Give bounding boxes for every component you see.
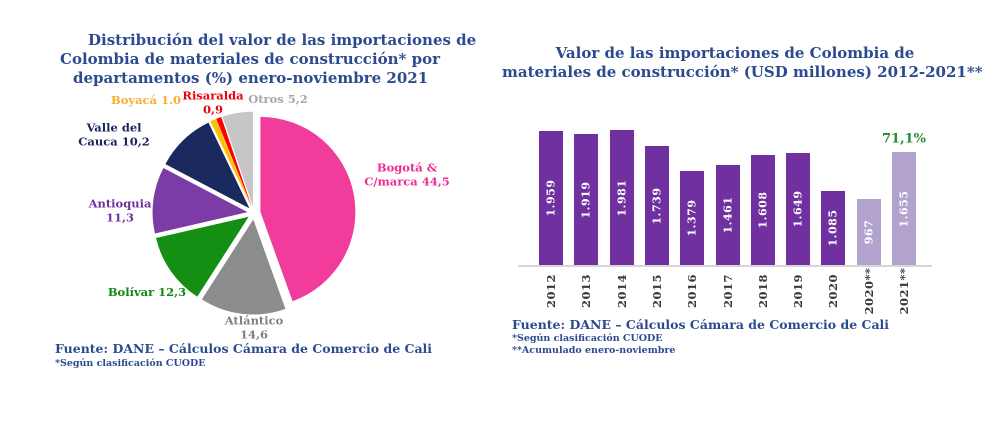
x-axis-label-2012: 2012 xyxy=(544,273,558,309)
pie-label-boyaca: Boyacá 1.0 xyxy=(111,92,181,107)
bar-2015: 1.739 xyxy=(644,146,669,265)
pie-chart-title-line-2: Colombia de materiales de construcción* … xyxy=(60,50,441,68)
x-axis-line xyxy=(518,265,932,267)
pie-slice-atlantico xyxy=(201,219,286,315)
x-axis-label-2017: 2017 xyxy=(720,273,735,309)
pie-label-antioquia: Antioquia 11,3 xyxy=(88,196,152,225)
x-axis-label-2014: 2014 xyxy=(614,273,629,309)
bar-chart-footnote-2: **Acumulado enero-noviembre xyxy=(512,345,676,356)
pie-chart-title-line-3: departamentos (%) enero-noviembre 2021 xyxy=(73,69,429,87)
bar-value-2019: 1.649 xyxy=(791,190,805,228)
bar-value-2013: 1.919 xyxy=(579,181,593,218)
bar-value-2016: 1.379 xyxy=(685,199,699,237)
pie-label-risaralda: Risaralda 0,9 xyxy=(182,88,244,117)
pie-chart-source: Fuente: DANE – Cálculos Cámara de Comerc… xyxy=(55,341,433,356)
x-axis-label-2013: 2013 xyxy=(579,273,594,309)
growth-annotation: 71,1% xyxy=(881,131,927,147)
x-axis-label-2015: 2015 xyxy=(649,273,664,309)
pie-label-valle: Valle del Cauca 10,2 xyxy=(78,120,150,149)
bar-2019: 1.649 xyxy=(786,153,811,265)
bar-plot-area: 1.959 1.919 1.981 1.739 1.379 1.461 1.608 1.649… xyxy=(518,116,932,265)
bar-value-2020: 1.085 xyxy=(826,209,840,247)
pie-slice-valle xyxy=(165,122,250,209)
bar-2018: 1.608 xyxy=(750,155,775,265)
x-axis-label-2021**: 2021** xyxy=(897,267,911,315)
bar-value-2012: 1.959 xyxy=(544,179,558,217)
pie-label-bogota: Bogotá & C/marca 44,5 xyxy=(364,160,450,189)
x-axis-label-2016: 2016 xyxy=(685,273,700,309)
bar-chart-footnote-1: *Según clasificación CUODE xyxy=(512,333,663,344)
x-axis-label-2018: 2018 xyxy=(755,273,770,309)
bar-value-2021**: 1.655 xyxy=(897,190,911,227)
pie-chart-footnote: *Según clasificación CUODE xyxy=(55,358,206,369)
bar-2020**: 967 xyxy=(856,199,881,265)
pie-label-otros: Otros 5,2 xyxy=(248,91,308,106)
x-axis-label-2019: 2019 xyxy=(791,273,806,309)
pie-chart-title-line-1: Distribución del valor de las importacio… xyxy=(88,31,477,49)
x-axis-label-2020: 2020 xyxy=(826,273,841,309)
bar-2017: 1.461 xyxy=(715,165,740,265)
pie-slice-bogota xyxy=(260,116,356,302)
pie-slice-bolivar xyxy=(156,216,249,297)
pie-slice-otros xyxy=(222,111,253,207)
x-axis-label-2020**: 2020** xyxy=(861,267,876,315)
bar-2014: 1.981 xyxy=(609,130,634,265)
pie-label-atlantico: Atlántico 14,6 xyxy=(224,313,284,342)
pie-slice-antioquia xyxy=(152,167,248,234)
bar-chart-source: Fuente: DANE – Cálculos Cámara de Comerc… xyxy=(512,317,890,332)
bar-chart-title-line-2: materiales de construcción* (USD millone… xyxy=(502,63,983,81)
bar-2012: 1.959 xyxy=(539,131,563,265)
bar-chart-title-line-1: Valor de las importaciones de Colombia d… xyxy=(555,44,915,62)
bar-value-2017: 1.461 xyxy=(721,196,734,234)
bar-value-2014: 1.981 xyxy=(615,179,629,216)
bar-2016: 1.379 xyxy=(680,171,705,265)
bar-2021**: 1.655 xyxy=(892,152,916,265)
pie-label-bolivar: Bolívar 12,3 xyxy=(107,284,187,299)
bar-2013: 1.919 xyxy=(574,134,599,265)
bar-value-2018: 1.608 xyxy=(756,191,770,229)
bar-value-2020**: 967 xyxy=(862,219,876,245)
pie-slice-boyaca xyxy=(210,118,252,208)
bar-2020: 1.085 xyxy=(821,191,846,265)
pie-slice-risaralda xyxy=(216,116,252,207)
bar-value-2015: 1.739 xyxy=(650,187,664,224)
pie-chart xyxy=(152,111,356,315)
